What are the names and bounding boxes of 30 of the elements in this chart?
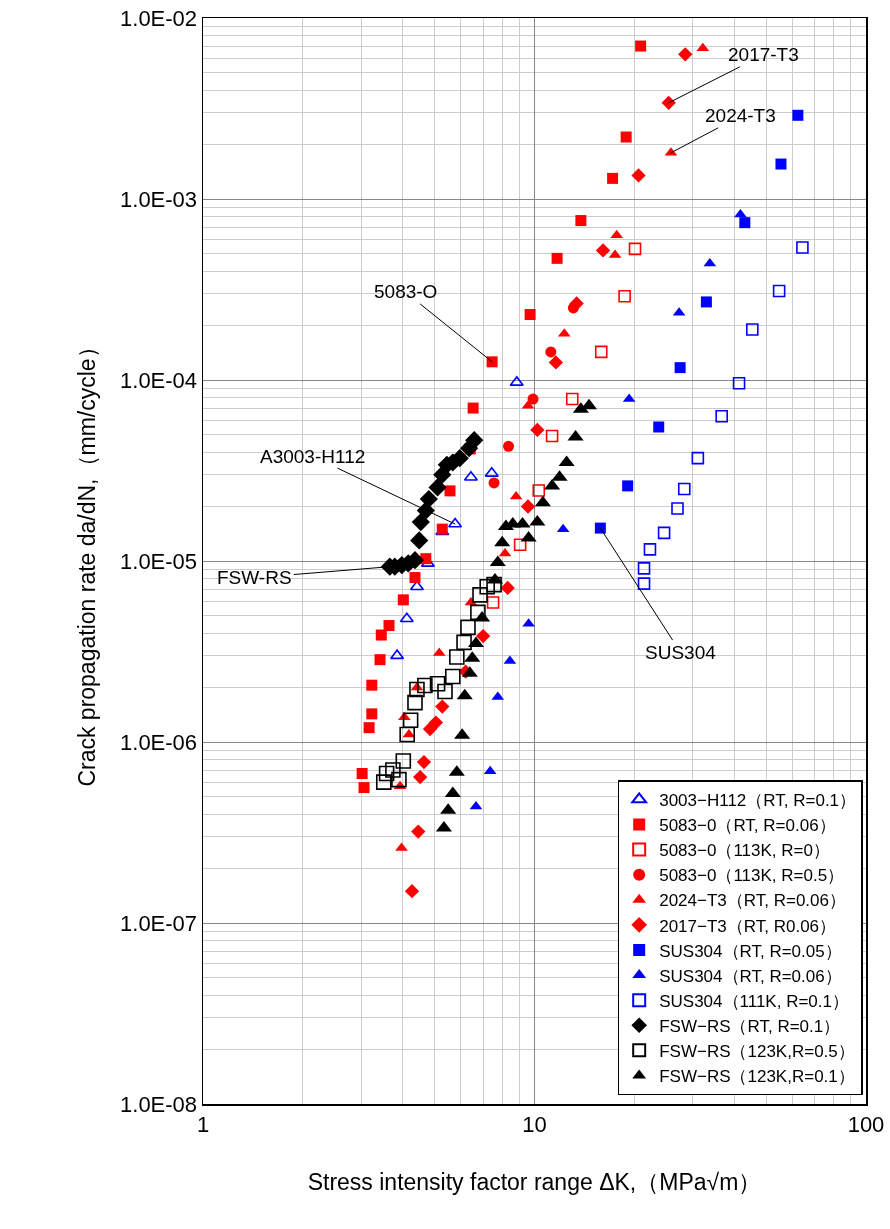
legend-label: 5083−0（113K, R=0.5） [659,866,845,886]
annotation: SUS304 [645,642,717,663]
y-axis-title: Crack propagation rate da/dN,（mm/cycle） [73,335,100,787]
annotation: FSW-RS [217,567,292,588]
legend-label: FSW−RS（RT, R=0.1） [659,1016,841,1036]
legend-label: 5083−0（113K, R=0） [659,841,830,861]
legend-label: 3003−H112（RT, R=0.1） [659,790,857,810]
x-tick-label: 10 [522,1111,547,1137]
y-tick-label: 1.0E-03 [120,186,198,212]
y-tick-label: 1.0E-08 [120,1091,198,1117]
legend-label: SUS304（111K, R=0.1） [659,991,849,1011]
annotation: 2017-T3 [728,44,799,65]
annotation: A3003-H112 [260,446,366,467]
x-axis-title: Stress intensity factor range ΔK,（MPa√m） [307,1169,762,1196]
legend-label: FSW−RS（123K,R=0.5） [659,1041,855,1061]
annotation: 5083-O [374,281,438,302]
y-tick-label: 1.0E-06 [120,729,198,755]
legend-label: 2017−T3（RT, R0.06） [659,916,837,936]
legend-label: 5083−0（RT, R=0.06） [659,816,836,836]
y-tick-label: 1.0E-02 [120,5,198,31]
y-tick-label: 1.0E-07 [120,910,198,936]
legend-label: SUS304（RT, R=0.05） [659,941,842,961]
legend-label: SUS304（RT, R=0.06） [659,966,842,986]
y-tick-label: 1.0E-04 [120,367,198,393]
legend-label: FSW−RS（123K,R=0.1） [659,1067,855,1087]
x-tick-label: 100 [847,1111,885,1137]
y-tick-label: 1.0E-05 [120,548,198,574]
annotation: 2024-T3 [705,105,776,126]
x-tick-label: 1 [196,1111,210,1137]
legend-label: 2024−T3（RT, R=0.06） [659,891,846,911]
